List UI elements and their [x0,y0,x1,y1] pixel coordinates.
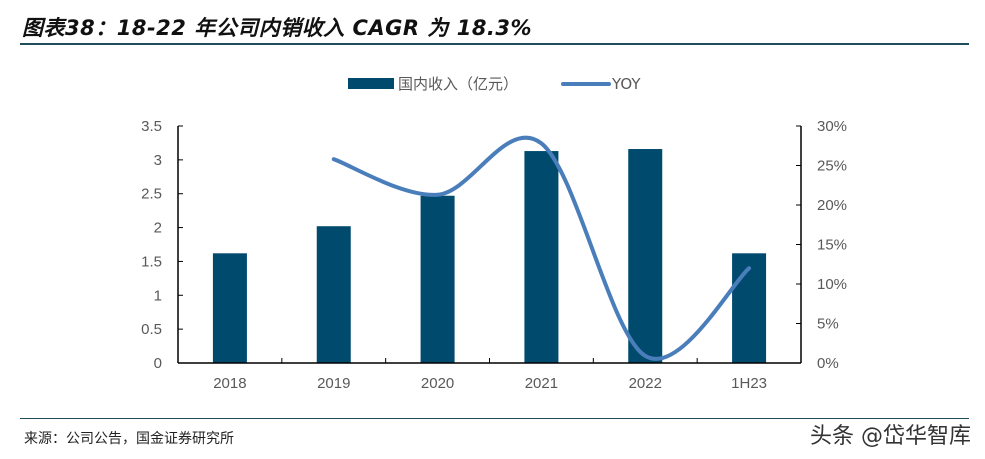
y-right-tick-label: 5% [817,316,839,333]
watermark: 头条 @岱华智库 [810,424,971,449]
y-right-tick-label: 20% [817,197,847,214]
y-right-tick-label: 30% [817,118,847,135]
y-left-tick-label: 0 [154,355,162,372]
bar-2020 [420,195,455,363]
y-left-tick-label: 3 [154,152,162,169]
bar-2021 [524,151,559,363]
y-right-tick-label: 10% [817,276,847,293]
bar-2022 [628,149,663,363]
y-left-tick-label: 2.5 [141,186,162,203]
y-left-tick-label: 0.5 [141,321,162,338]
y-left-tick-label: 1.5 [141,253,162,270]
chart-title: 图表38：18-22 年公司内销收入 CAGR 为 18.3% [22,16,533,40]
legend-label-line: YOY [611,75,641,93]
y-left-tick-label: 3.5 [141,118,162,135]
source-note: 来源：公司公告，国金证券研究所 [24,431,234,447]
y-left-tick-label: 2 [154,220,162,237]
bar-2018 [212,253,247,363]
x-tick-label: 2021 [525,375,558,392]
bar-2019 [316,226,351,363]
legend-swatch-bar [348,78,394,89]
y-left-tick-label: 1 [154,287,162,304]
x-tick-label: 2018 [213,375,246,392]
x-tick-label: 2020 [421,375,454,392]
y-right-tick-label: 15% [817,237,847,254]
yoy-line [331,135,752,361]
x-tick-label: 2019 [317,375,350,392]
y-right-tick-label: 0% [817,355,839,372]
x-tick-label: 1H23 [731,375,767,392]
footer-divider [20,418,969,419]
legend-label-bar: 国内收入（亿元） [398,75,518,93]
title-divider [20,43,969,45]
y-right-tick-label: 25% [817,158,847,175]
x-tick-label: 2022 [629,375,662,392]
bar-1H23 [732,253,767,363]
